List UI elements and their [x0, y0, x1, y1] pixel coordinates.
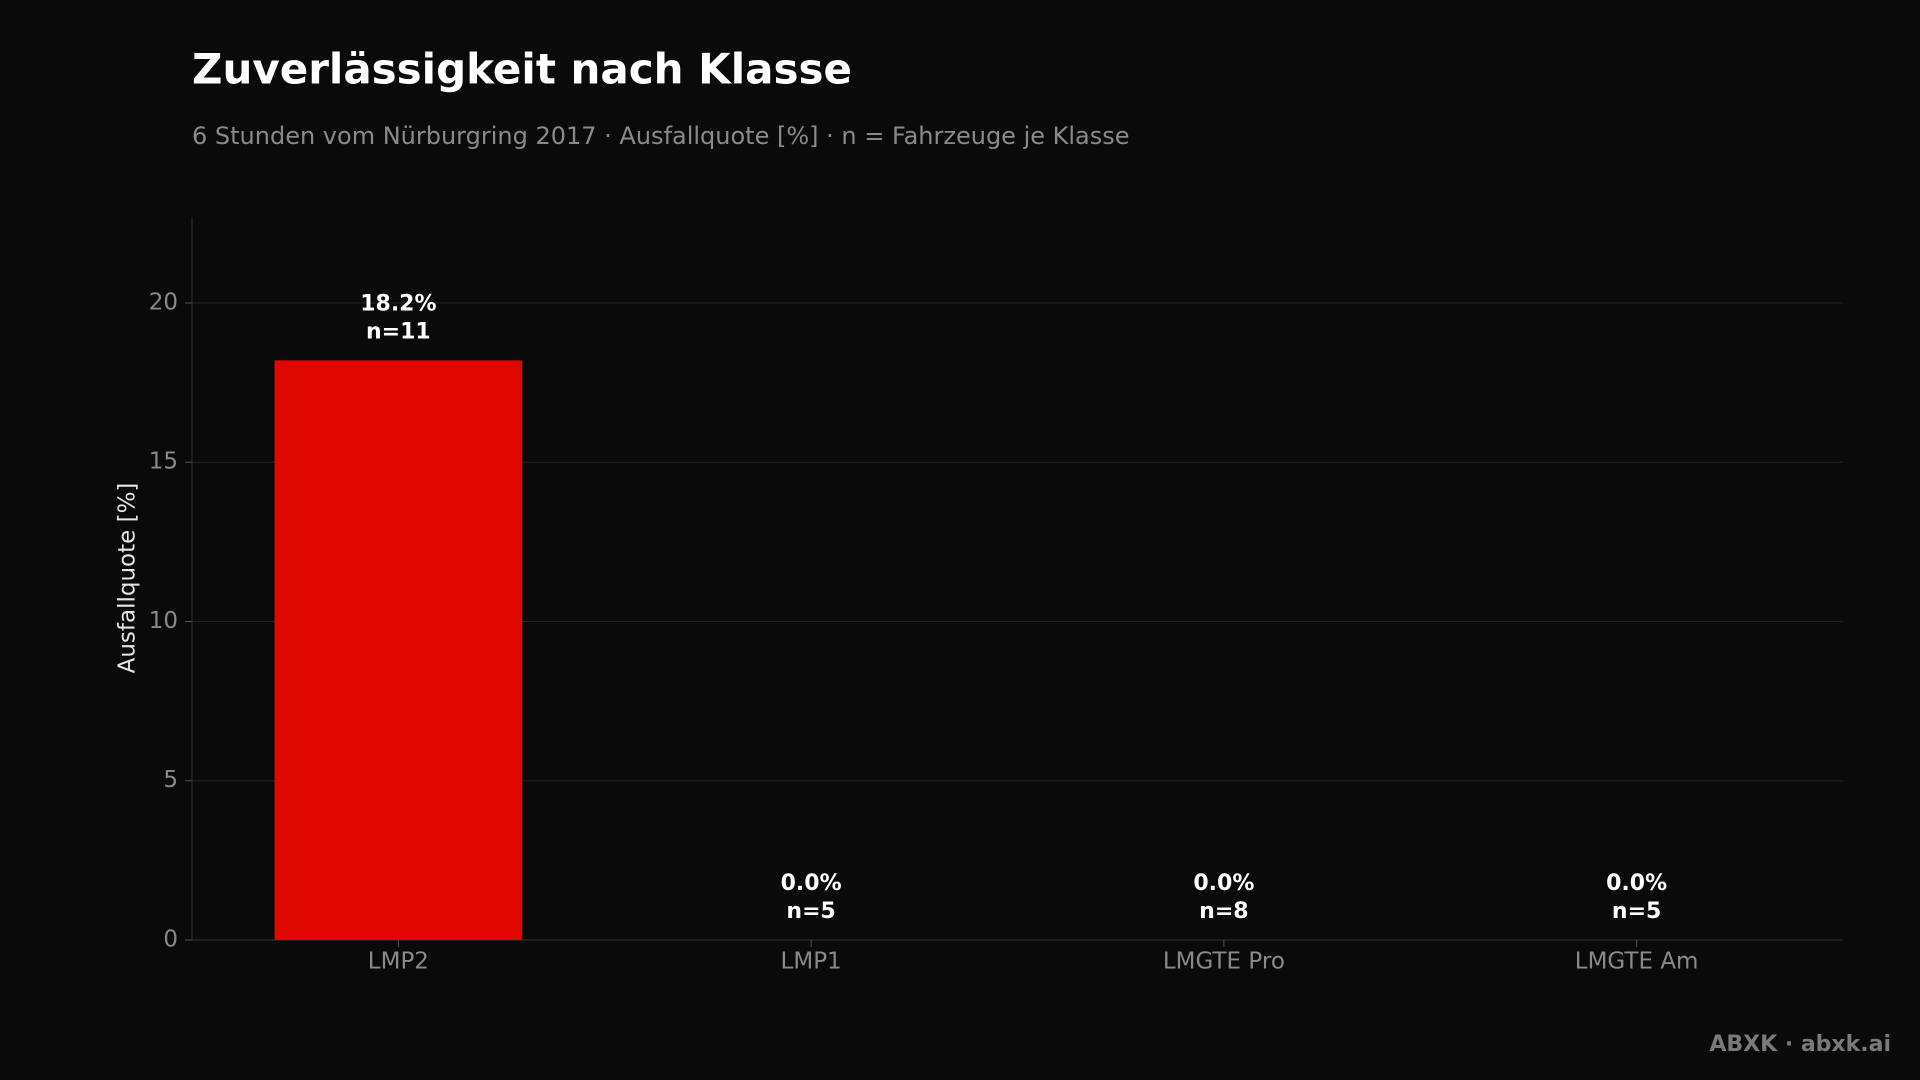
x-tick-label: LMGTE Am	[1575, 949, 1699, 975]
footer: ABXK · abxk.ai	[1709, 1032, 1891, 1057]
y-tick-label: 10	[149, 608, 178, 634]
chart-title: Zuverlässigkeit nach Klasse	[192, 45, 852, 94]
y-tick-label: 0	[163, 927, 178, 953]
value-label: 18.2%	[360, 291, 436, 316]
sample-label: n=5	[1612, 899, 1661, 924]
value-label: 0.0%	[1606, 871, 1667, 896]
value-label: 0.0%	[1193, 871, 1254, 896]
sample-label: n=5	[786, 899, 835, 924]
x-tick-label: LMP2	[368, 949, 429, 975]
chart-subtitle: 6 Stunden vom Nürburgring 2017 · Ausfall…	[192, 122, 1130, 150]
bar	[274, 360, 523, 940]
sample-label: n=11	[366, 319, 431, 344]
y-tick-label: 20	[149, 289, 178, 315]
x-tick-label: LMGTE Pro	[1163, 949, 1285, 975]
value-label: 0.0%	[781, 871, 842, 896]
y-tick-label: 5	[163, 767, 178, 793]
x-tick-label: LMP1	[781, 949, 842, 975]
sample-label: n=8	[1199, 899, 1248, 924]
y-axis-label: Ausfallquote [%]	[115, 483, 141, 674]
y-tick-label: 15	[149, 449, 178, 475]
